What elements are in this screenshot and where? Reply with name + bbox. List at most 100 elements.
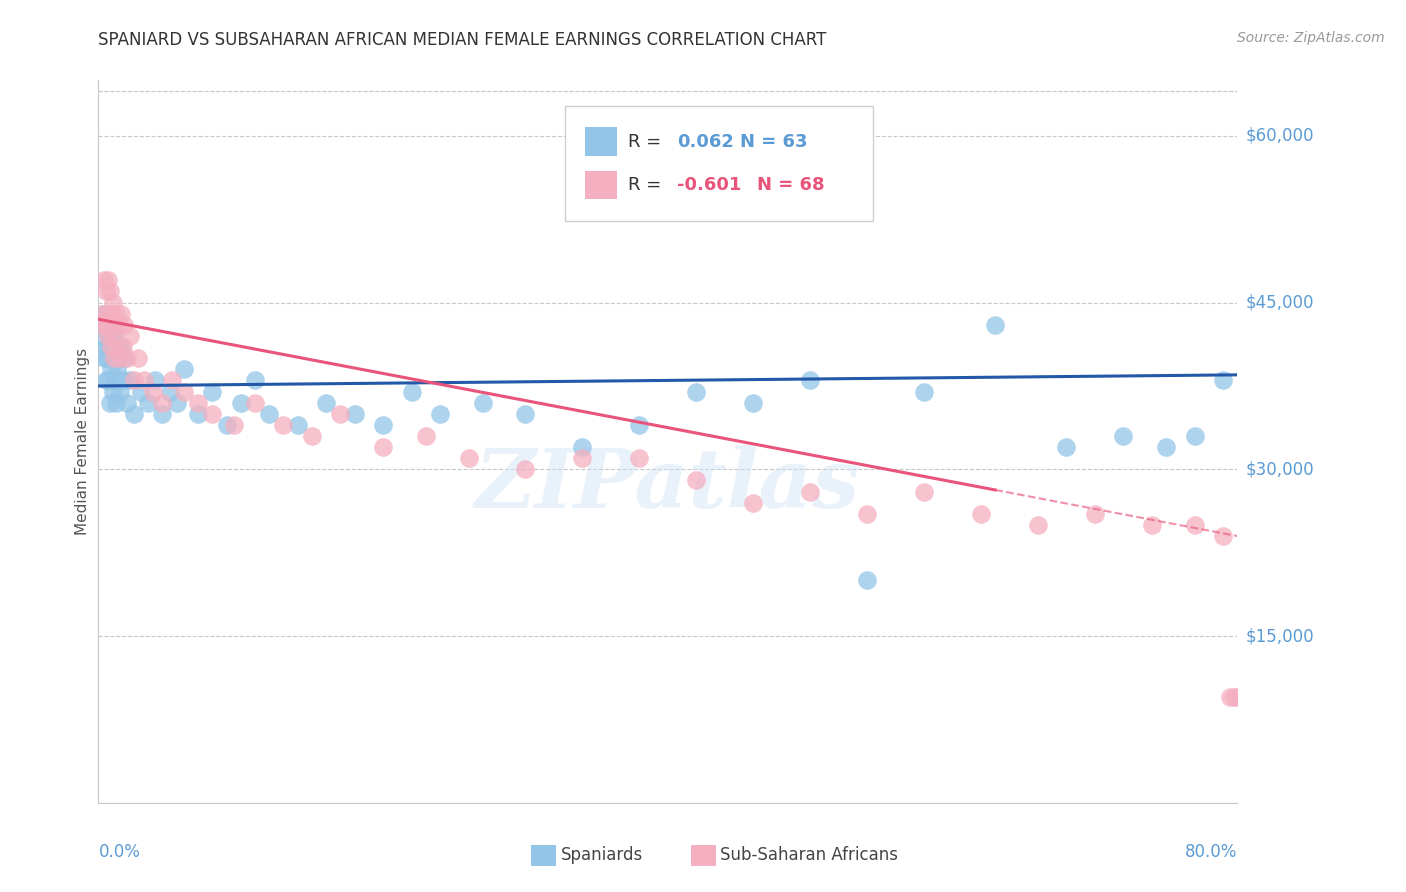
Point xyxy=(515,407,537,421)
Point xyxy=(93,307,115,321)
Point xyxy=(115,395,138,409)
Point xyxy=(101,329,124,343)
Point xyxy=(91,318,114,332)
Point xyxy=(1140,517,1163,532)
Point xyxy=(97,373,120,387)
Point xyxy=(110,340,132,354)
Point xyxy=(471,395,494,409)
Point xyxy=(91,318,114,332)
Point xyxy=(201,407,224,421)
Point xyxy=(132,373,155,387)
Point xyxy=(97,273,120,287)
Point xyxy=(152,407,174,421)
Point xyxy=(984,318,1007,332)
Text: $30,000: $30,000 xyxy=(1246,460,1315,478)
Point xyxy=(94,340,117,354)
Point xyxy=(100,340,122,354)
Point xyxy=(136,395,159,409)
Point xyxy=(685,474,707,488)
Point xyxy=(100,362,122,376)
Point xyxy=(111,373,134,387)
Point xyxy=(287,417,309,432)
Point xyxy=(98,285,121,299)
Point xyxy=(105,362,128,376)
Point xyxy=(101,384,124,399)
Point xyxy=(429,407,451,421)
Point xyxy=(301,429,323,443)
Point xyxy=(1184,429,1206,443)
Point xyxy=(187,395,209,409)
Point xyxy=(152,395,174,409)
Point xyxy=(628,451,651,466)
Point xyxy=(90,329,112,343)
Point xyxy=(799,484,821,499)
Point xyxy=(373,417,395,432)
Point xyxy=(141,384,163,399)
Point xyxy=(571,451,593,466)
Point xyxy=(1226,690,1249,705)
Point xyxy=(103,351,125,366)
Point xyxy=(1254,690,1277,705)
Point xyxy=(799,373,821,387)
Point xyxy=(122,407,145,421)
Point xyxy=(108,351,131,366)
Point xyxy=(457,451,479,466)
Point xyxy=(129,384,152,399)
Text: 0.062: 0.062 xyxy=(676,133,734,151)
Point xyxy=(127,351,149,366)
Point xyxy=(201,384,224,399)
Point xyxy=(94,373,117,387)
Point xyxy=(243,373,266,387)
Point xyxy=(1184,517,1206,532)
Text: Spaniards: Spaniards xyxy=(561,846,643,863)
Text: Source: ZipAtlas.com: Source: ZipAtlas.com xyxy=(1237,31,1385,45)
Point xyxy=(118,329,141,343)
Point xyxy=(1257,690,1279,705)
Point xyxy=(97,340,120,354)
Bar xyxy=(585,170,617,200)
FancyBboxPatch shape xyxy=(565,105,873,221)
Text: Sub-Saharan Africans: Sub-Saharan Africans xyxy=(720,846,898,863)
Point xyxy=(97,329,120,343)
Point xyxy=(94,318,117,332)
Point xyxy=(315,395,337,409)
Point xyxy=(1234,690,1257,705)
Point xyxy=(100,318,122,332)
Point xyxy=(98,329,121,343)
Point xyxy=(1056,440,1078,454)
Point xyxy=(112,351,135,366)
Point xyxy=(215,417,238,432)
Point xyxy=(742,496,765,510)
Text: $60,000: $60,000 xyxy=(1246,127,1315,145)
Point xyxy=(685,384,707,399)
Point xyxy=(329,407,352,421)
Point xyxy=(118,373,141,387)
Point xyxy=(98,318,121,332)
Point xyxy=(571,440,593,454)
Point xyxy=(159,384,181,399)
Text: -0.601: -0.601 xyxy=(676,176,741,194)
Point xyxy=(111,340,134,354)
Point xyxy=(1240,690,1263,705)
Point xyxy=(401,384,423,399)
Point xyxy=(103,329,125,343)
Point xyxy=(856,507,879,521)
Point xyxy=(273,417,295,432)
Point xyxy=(1223,690,1246,705)
Point xyxy=(1247,690,1270,705)
Point xyxy=(107,318,129,332)
Text: SPANIARD VS SUBSAHARAN AFRICAN MEDIAN FEMALE EARNINGS CORRELATION CHART: SPANIARD VS SUBSAHARAN AFRICAN MEDIAN FE… xyxy=(98,31,827,49)
Point xyxy=(112,318,135,332)
Point xyxy=(96,351,118,366)
Point xyxy=(90,307,112,321)
Text: N = 68: N = 68 xyxy=(756,176,824,194)
Point xyxy=(98,395,121,409)
Point xyxy=(93,351,115,366)
Point xyxy=(912,384,935,399)
Point xyxy=(1026,517,1049,532)
Point xyxy=(1219,690,1241,705)
Point xyxy=(166,395,188,409)
Y-axis label: Median Female Earnings: Median Female Earnings xyxy=(75,348,90,535)
Point xyxy=(243,395,266,409)
Text: ZIPatlas: ZIPatlas xyxy=(475,445,860,524)
